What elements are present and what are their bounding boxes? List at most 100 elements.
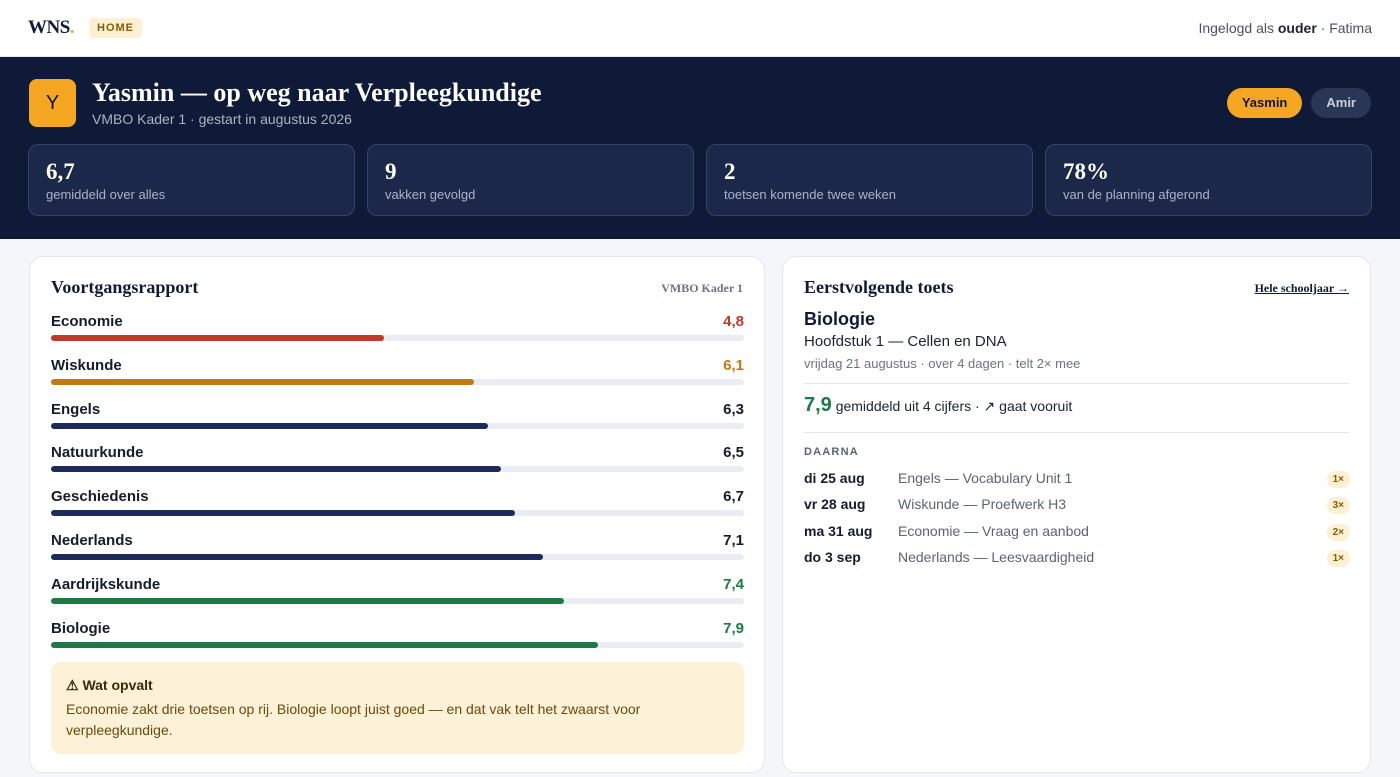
full-year-link[interactable]: Hele schooljaar → bbox=[1254, 281, 1349, 295]
subject-row-engels[interactable]: Engels 6,3 bbox=[51, 401, 744, 445]
subject-grade: 6,7 bbox=[723, 488, 744, 506]
next-test-chapter: Hoofdstuk 1 — Cellen en DNA bbox=[804, 333, 1007, 350]
stat-value: 2 bbox=[724, 159, 736, 184]
home-badge[interactable]: HOME bbox=[89, 18, 142, 38]
child-tab-amir[interactable]: Amir bbox=[1311, 88, 1371, 118]
test-weight-badge: 1× bbox=[1326, 471, 1350, 488]
test-weight-badge: 3× bbox=[1326, 497, 1350, 515]
subject-grade: 6,3 bbox=[723, 400, 744, 418]
progress-bar-fill bbox=[51, 641, 599, 648]
notice-title: ⚠ Wat opvalt bbox=[66, 677, 153, 693]
stat-label: toetsen komende twee weken bbox=[724, 187, 896, 202]
next-test-meta: vrijdag 21 augustus · over 4 dagen · tel… bbox=[804, 356, 1081, 371]
progress-bar-fill bbox=[51, 510, 516, 517]
subject-grade: 7,1 bbox=[723, 531, 744, 549]
login-role: ouder bbox=[1277, 20, 1317, 36]
subject-row-natuurkunde[interactable]: Natuurkunde 6,5 bbox=[51, 444, 744, 488]
child-switcher: Yasmin Amir bbox=[1226, 88, 1371, 118]
progress-bar bbox=[51, 553, 744, 560]
subject-grade: 6,5 bbox=[723, 444, 744, 462]
stats-row: 6,7 gemiddeld over alles 9 vakken gevolg… bbox=[28, 144, 1372, 216]
subject-name: Geschiedenis bbox=[51, 488, 149, 506]
upcoming-tests-list: di 25 aug Engels — Vocabulary Unit 1 1× vr … bbox=[804, 468, 1350, 573]
stat-card-upcoming-tests: 2 toetsen komende twee weken bbox=[706, 144, 1033, 216]
stat-card-average: 6,7 gemiddeld over alles bbox=[28, 144, 355, 216]
progress-bar-fill bbox=[51, 553, 544, 560]
average-text: gemiddeld uit 4 cijfers · ↗ gaat vooruit bbox=[831, 398, 1073, 414]
subject-grade: 7,4 bbox=[723, 575, 744, 593]
subject-row-economie[interactable]: Economie 4,8 bbox=[51, 313, 744, 357]
test-description: Wiskunde — Proefwerk H3 bbox=[898, 496, 1067, 513]
page-subtitle: VMBO Kader 1 · gestart in augustus 2026 bbox=[92, 111, 352, 127]
progress-bar bbox=[51, 510, 744, 517]
progress-bar bbox=[51, 641, 744, 648]
subject-name: Natuurkunde bbox=[51, 444, 144, 462]
stat-label: gemiddeld over alles bbox=[46, 187, 166, 202]
subject-name: Biologie bbox=[51, 619, 111, 637]
progress-report-card: Voortgangsrapport VMBO Kader 1 Economie 4… bbox=[29, 256, 765, 773]
subject-list: Economie 4,8 Wiskunde 6,1 Engels 6,3 Natuurkun… bbox=[51, 313, 744, 663]
divider bbox=[804, 383, 1350, 384]
subject-row-wiskunde[interactable]: Wiskunde 6,1 bbox=[51, 357, 744, 401]
stat-value: 9 bbox=[385, 159, 397, 184]
subject-grade: 4,8 bbox=[723, 313, 744, 330]
test-date: do 3 sep bbox=[804, 548, 861, 565]
card-title: Voortgangsrapport bbox=[51, 277, 199, 297]
stat-value: 78% bbox=[1063, 159, 1109, 184]
test-description: Nederlands — Leesvaardigheid bbox=[898, 548, 1095, 565]
logo[interactable]: WNS. bbox=[28, 17, 75, 38]
test-date: vr 28 aug bbox=[804, 496, 866, 513]
progress-bar bbox=[51, 422, 744, 429]
card-title: Eerstvolgende toets bbox=[804, 277, 954, 297]
progress-bar-fill bbox=[51, 466, 502, 473]
page-title: Yasmin — op weg naar Verpleegkundige bbox=[92, 78, 542, 107]
subject-grade: 7,9 bbox=[723, 619, 744, 637]
next-test-subject: Biologie bbox=[804, 309, 875, 329]
test-description: Economie — Vraag en aanbod bbox=[898, 522, 1089, 539]
test-weight-badge: 1× bbox=[1326, 549, 1350, 567]
test-date: ma 31 aug bbox=[804, 522, 873, 539]
upcoming-test-row[interactable]: do 3 sep Nederlands — Leesvaardigheid 1× bbox=[804, 547, 1350, 573]
subject-name: Economie bbox=[51, 313, 123, 330]
stat-label: van de planning afgerond bbox=[1063, 187, 1210, 202]
stat-card-subjects: 9 vakken gevolgd bbox=[367, 144, 694, 216]
stat-card-planning: 78% van de planning afgerond bbox=[1045, 144, 1372, 216]
progress-bar-fill bbox=[51, 335, 384, 341]
test-description: Engels — Vocabulary Unit 1 bbox=[898, 470, 1073, 486]
notice-text: Economie zakt drie toetsen op rij. Biolo… bbox=[66, 701, 641, 738]
child-tab-yasmin[interactable]: Yasmin bbox=[1226, 88, 1303, 118]
progress-bar bbox=[51, 466, 744, 473]
subject-row-geschiedenis[interactable]: Geschiedenis 6,7 bbox=[51, 488, 744, 532]
test-date: di 25 aug bbox=[804, 470, 865, 486]
subject-average: 7,9 gemiddeld uit 4 cijfers · ↗ gaat voo… bbox=[804, 394, 1072, 417]
subject-name: Wiskunde bbox=[51, 356, 122, 374]
progress-bar bbox=[51, 597, 744, 604]
notice-box: ⚠ Wat opvalt Economie zakt drie toetsen … bbox=[51, 662, 744, 754]
test-weight-badge: 2× bbox=[1326, 523, 1350, 541]
subject-name: Aardrijkskunde bbox=[51, 575, 161, 593]
stat-value: 6,7 bbox=[46, 159, 75, 184]
login-status: Ingelogd als ouder · Fatima bbox=[1198, 20, 1372, 36]
student-header: Y Yasmin — op weg naar Verpleegkundige V… bbox=[0, 57, 1400, 239]
stat-label: vakken gevolgd bbox=[385, 187, 476, 202]
level-tag: VMBO Kader 1 bbox=[661, 281, 743, 295]
next-test-card: Eerstvolgende toets Hele schooljaar → Bi… bbox=[782, 256, 1371, 773]
subject-row-biologie[interactable]: Biologie 7,9 bbox=[51, 620, 744, 664]
subject-grade: 6,1 bbox=[723, 356, 744, 374]
progress-bar-fill bbox=[51, 378, 474, 385]
divider bbox=[804, 432, 1350, 433]
subject-name: Nederlands bbox=[51, 531, 133, 549]
average-value: 7,9 bbox=[804, 394, 832, 416]
subject-row-aardrijkskunde[interactable]: Aardrijkskunde 7,4 bbox=[51, 576, 744, 620]
progress-bar-fill bbox=[51, 597, 564, 604]
progress-bar bbox=[51, 378, 744, 385]
upcoming-test-row[interactable]: ma 31 aug Economie — Vraag en aanbod 2× bbox=[804, 521, 1350, 547]
upcoming-test-row[interactable]: vr 28 aug Wiskunde — Proefwerk H3 3× bbox=[804, 494, 1350, 520]
progress-bar-fill bbox=[51, 422, 488, 429]
subject-row-nederlands[interactable]: Nederlands 7,1 bbox=[51, 532, 744, 576]
subject-name: Engels bbox=[51, 400, 101, 418]
progress-bar bbox=[51, 335, 744, 341]
avatar: Y bbox=[29, 79, 76, 127]
upcoming-test-row[interactable]: di 25 aug Engels — Vocabulary Unit 1 1× bbox=[804, 468, 1350, 494]
after-label: DAARNA bbox=[804, 446, 859, 458]
